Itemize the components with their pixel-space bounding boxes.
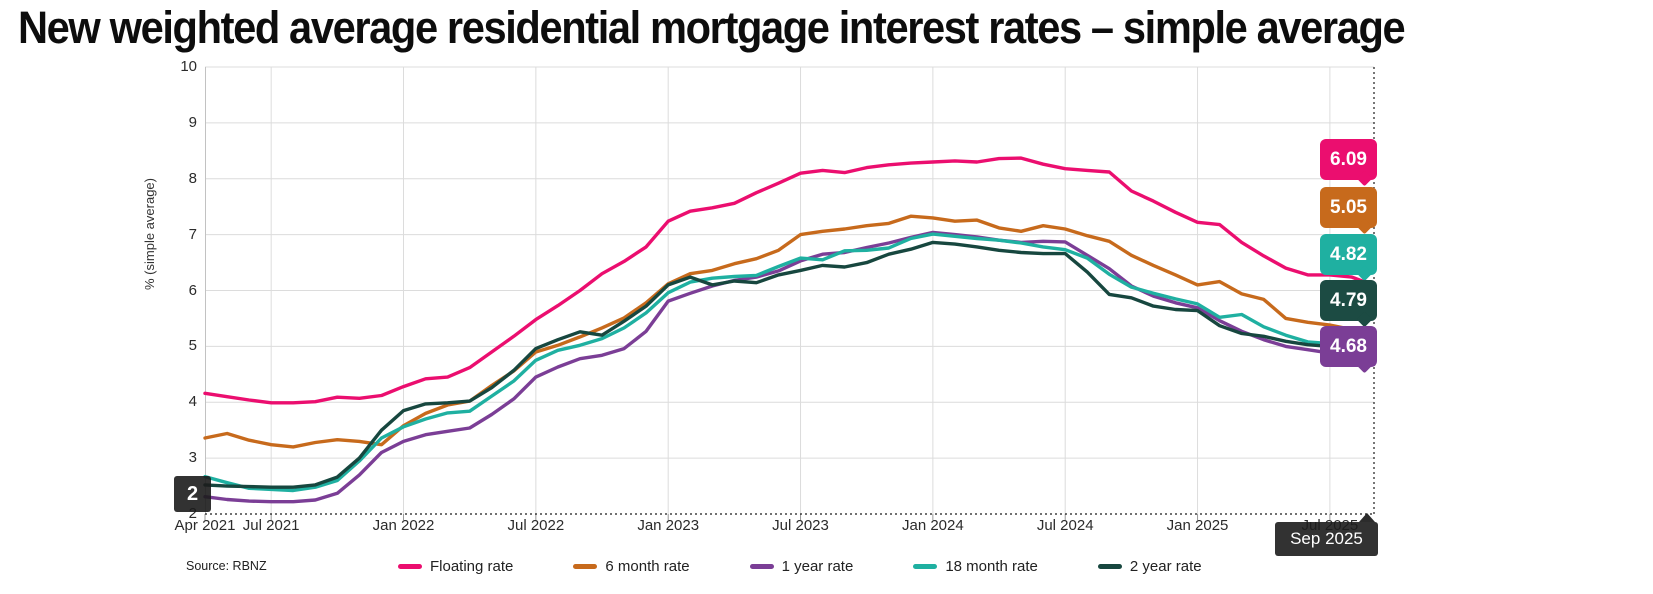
legend-item-6-month-rate[interactable]: 6 month rate <box>573 558 690 575</box>
legend-label: 18 month rate <box>945 558 1038 575</box>
crosshair-y-value-tooltip: 2 <box>174 476 211 512</box>
crosshair-x-value: Sep 2025 <box>1290 529 1363 548</box>
chart-legend: Floating rate 6 month rate 1 year rate 1… <box>398 558 1202 575</box>
series-line-2-year-rate[interactable] <box>203 240 1376 489</box>
1-year-rate-swatch-icon <box>749 564 774 569</box>
series-value-label-6-month: 5.05 <box>1320 187 1377 235</box>
floating-rate-swatch-icon <box>398 564 422 569</box>
x-tick-label: Jul 2023 <box>772 517 829 534</box>
series-line-floating-rate[interactable] <box>203 156 1376 405</box>
line-chart-plot-area[interactable] <box>203 66 1376 521</box>
source-attribution: Source: RBNZ <box>186 559 267 573</box>
series-value-label-1-year: 4.68 <box>1320 326 1377 374</box>
y-tick-label: 5 <box>188 337 197 355</box>
legend-item-2-year-rate[interactable]: 2 year rate <box>1097 558 1202 575</box>
x-tick-label: Jul 2021 <box>242 517 300 534</box>
page-title: New weighted average residential mortgag… <box>18 2 1406 53</box>
y-tick-label: 8 <box>188 169 197 187</box>
series-value-text: 5.05 <box>1330 196 1367 218</box>
x-tick-label: Jul 2024 <box>1036 517 1094 534</box>
2-year-rate-swatch-icon <box>1097 564 1122 569</box>
legend-label: Floating rate <box>430 558 514 575</box>
series-value-label-floating: 6.09 <box>1320 139 1377 187</box>
series-value-text: 6.09 <box>1330 148 1367 170</box>
y-axis-title: % (simple average) <box>142 178 157 290</box>
legend-item-floating-rate[interactable]: Floating rate <box>398 558 513 575</box>
18-month-rate-swatch-icon <box>913 564 938 569</box>
series-line-1-year-rate[interactable] <box>203 230 1376 504</box>
tooltip-pointer-up-icon <box>1359 513 1375 522</box>
series-value-label-2-year: 4.79 <box>1320 280 1377 328</box>
series-value-label-18-month: 4.82 <box>1320 234 1377 282</box>
y-tick-label: 7 <box>188 225 197 243</box>
y-tick-label: 10 <box>180 58 197 75</box>
y-tick-label: 3 <box>188 449 197 467</box>
series-value-text: 4.82 <box>1330 243 1367 265</box>
x-tick-label: Apr 2021 <box>174 517 236 534</box>
6-month-rate-swatch-icon <box>573 564 598 569</box>
x-tick-label: Jan 2025 <box>1166 517 1229 534</box>
x-tick-label: Jan 2024 <box>901 517 964 534</box>
crosshair-y-value: 2 <box>186 482 199 505</box>
y-tick-label: 4 <box>188 393 197 411</box>
legend-label: 2 year rate <box>1129 558 1202 575</box>
y-tick-label: 9 <box>188 113 197 131</box>
legend-item-18-month-rate[interactable]: 18 month rate <box>913 558 1038 575</box>
x-tick-label: Jul 2022 <box>507 517 565 534</box>
legend-item-1-year-rate[interactable]: 1 year rate <box>749 558 854 575</box>
series-line-6-month-rate[interactable] <box>203 214 1376 449</box>
y-tick-label: 2 <box>188 505 197 522</box>
legend-label: 6 month rate <box>605 558 690 575</box>
x-tick-label: Jan 2023 <box>637 517 700 534</box>
series-line-18-month-rate[interactable] <box>203 232 1376 493</box>
series-value-text: 4.79 <box>1330 289 1367 311</box>
legend-label: 1 year rate <box>781 558 854 575</box>
crosshair-x-value-tooltip: Sep 2025 <box>1275 513 1378 556</box>
series-value-text: 4.68 <box>1330 335 1367 357</box>
y-tick-label: 6 <box>188 281 197 299</box>
x-tick-label: Jan 2022 <box>372 517 435 534</box>
